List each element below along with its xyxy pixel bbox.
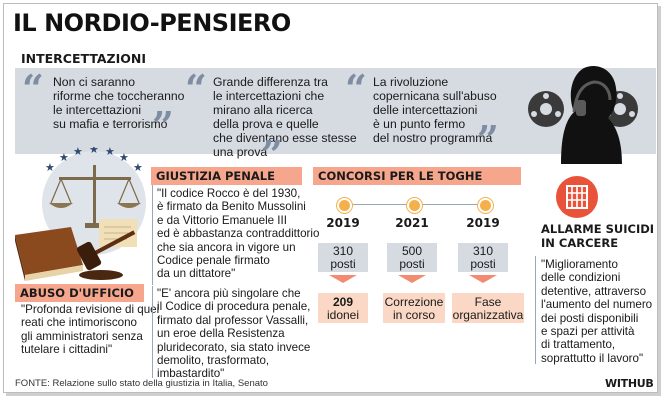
svg-text:★: ★ — [73, 147, 83, 158]
quote-close-icon: ” — [261, 132, 283, 177]
giustizia-text-1: "Il codice Rocco è del 1930, è firmato d… — [157, 187, 320, 281]
abuso-heading: ABUSO D'UFFICIO — [15, 284, 144, 302]
divider — [152, 185, 153, 285]
justice-scale-icon: ★ ★ ★ ★ ★ ★ ★ — [15, 147, 146, 281]
timeline-dot — [407, 198, 422, 213]
svg-text:★: ★ — [89, 147, 99, 156]
allarme-heading: ALLARME SUICIDI IN CARCERE — [541, 222, 655, 250]
giustizia-text-2: "E' ancora più singolare che il Codice d… — [157, 287, 311, 381]
wiretap-silhouette-icon — [516, 66, 656, 164]
concorso-year: 2019 — [466, 216, 500, 230]
svg-text:★: ★ — [59, 151, 69, 164]
svg-text:★: ★ — [119, 151, 129, 164]
law-book-icon — [15, 227, 83, 281]
concorso-outcome: Correzione in corso — [383, 293, 445, 323]
intercettazioni-heading: INTERCETTAZIONI — [21, 51, 147, 66]
brand-logo: WITHUB — [605, 377, 654, 390]
concorsi-heading: CONCORSI PER LE TOGHE — [313, 167, 521, 185]
down-arrow-icon — [469, 275, 497, 283]
divider — [152, 286, 153, 378]
divider — [535, 256, 536, 364]
quote-close-icon: ” — [477, 117, 499, 162]
concorso-outcome: Fase organizzativa — [452, 293, 524, 323]
timeline-dot — [337, 198, 352, 213]
concorso-outcome: 209 idonei — [318, 293, 368, 323]
concorso-year: 2021 — [395, 216, 429, 230]
quote-open-icon: “ — [185, 66, 207, 111]
quote-3: La rivoluzione copernicana sull'abuso de… — [373, 75, 497, 145]
quote-close-icon: ” — [152, 103, 174, 148]
concorso-year: 2019 — [326, 216, 360, 230]
abuso-text: "Profonda revisione di quei reati che in… — [21, 303, 160, 357]
quote-open-icon: “ — [345, 66, 367, 111]
quote-1: Non ci saranno riforme che toccheranno l… — [53, 75, 185, 131]
svg-text:★: ★ — [45, 161, 55, 174]
allarme-text: "Miglioramento delle condizioni detentiv… — [541, 258, 653, 365]
page-title: IL NORDIO-PENSIERO — [13, 9, 291, 37]
eu-stars-icon: ★ ★ ★ ★ ★ ★ ★ — [45, 147, 143, 174]
infographic-frame: IL NORDIO-PENSIERO INTERCETTAZIONI “ Non… — [3, 3, 658, 393]
svg-text:★: ★ — [105, 147, 115, 158]
down-arrow-icon — [329, 275, 357, 283]
concorso-posts: 310 posti — [318, 243, 368, 272]
prison-window-icon — [556, 176, 598, 218]
svg-text:★: ★ — [133, 161, 143, 174]
quote-2: Grande differenza tra le intercettazioni… — [213, 75, 357, 159]
timeline-dot — [478, 198, 493, 213]
concorso-posts: 500 posti — [387, 243, 437, 272]
down-arrow-icon — [398, 275, 426, 283]
giustizia-heading: GIUSTIZIA PENALE — [151, 167, 302, 185]
concorso-posts: 310 posti — [458, 243, 508, 272]
quote-open-icon: “ — [22, 66, 44, 111]
gavel-icon — [76, 230, 136, 280]
source-caption: FONTE: Relazione sullo stato della giust… — [15, 378, 268, 389]
